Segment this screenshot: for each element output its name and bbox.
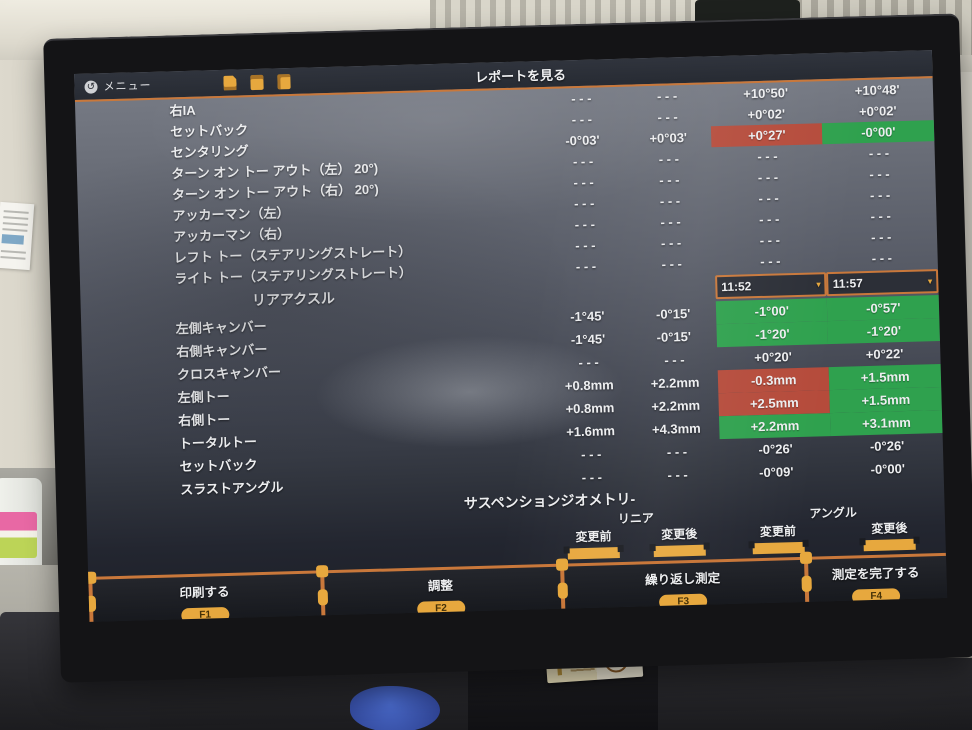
value-cell: - - - xyxy=(580,446,602,463)
value-cell-green: -0°57' xyxy=(827,295,940,322)
menu-label: メニュー xyxy=(103,79,152,94)
blue-cloth xyxy=(350,686,440,730)
rear-axle-title: リアアクスル xyxy=(251,289,336,309)
value-cell: +2.2mm xyxy=(650,374,700,392)
measurement-time-select-1[interactable]: 11:52 ▾ xyxy=(714,272,828,300)
value-cell: +1.6mm xyxy=(566,423,616,440)
front-axle-table: 右IA - - -- - - +10°50' +10°48' セットバック - - -- … xyxy=(75,78,938,291)
value-cell: - - - xyxy=(666,444,688,460)
f1-key[interactable]: F1 xyxy=(180,606,230,622)
f4-key[interactable]: F4 xyxy=(852,588,901,605)
column-tab xyxy=(863,538,917,552)
value-cell: +4.3mm xyxy=(651,420,701,438)
value-cell-green: +3.1mm xyxy=(830,409,943,437)
wall-sign xyxy=(0,201,35,271)
value-cell: - - - xyxy=(574,216,596,233)
value-cell: -0°15' xyxy=(655,305,691,322)
value-cell-green: +1.5mm xyxy=(829,386,942,414)
f3-key[interactable]: F3 xyxy=(659,593,708,610)
value-cell: -0°00' xyxy=(870,461,906,477)
value-cell: - - - xyxy=(661,256,683,272)
alignment-screen: ↺ メニュー レポートを見る 右IA - - -- - - +10°50' +10°4… xyxy=(74,50,948,622)
value-cell: - - - xyxy=(571,111,593,128)
col-after-linear: 変更後 xyxy=(661,526,698,542)
value-cell: - - - xyxy=(660,235,682,251)
save-icon[interactable] xyxy=(277,73,291,89)
complete-measure-button[interactable]: 測定を完了する F4 xyxy=(804,556,947,606)
value-cell-red: +2.5mm xyxy=(718,390,831,417)
value-cell: - - - xyxy=(658,151,680,167)
chevron-down-icon: ▾ xyxy=(927,275,933,286)
value-cell: +2.2mm xyxy=(651,397,701,415)
document-icon[interactable] xyxy=(223,75,236,90)
value-cell: -0°26' xyxy=(758,441,793,458)
printer-icon[interactable] xyxy=(250,74,264,90)
value-cell: +0°20' xyxy=(754,349,793,366)
report-title[interactable]: レポートを見る xyxy=(474,67,567,85)
value-cell: -0°15' xyxy=(656,328,692,345)
value-cell: - - - xyxy=(656,88,678,104)
value-cell-green: +2.2mm xyxy=(718,413,832,440)
column-tab xyxy=(567,547,621,560)
value-cell: -1°45' xyxy=(570,308,605,325)
value-cell: - - - xyxy=(575,258,597,275)
measurement-time-select-2[interactable]: 11:57 ▾ xyxy=(826,269,939,297)
value-cell: +0°22' xyxy=(865,346,904,363)
value-cell: -1°45' xyxy=(570,331,606,348)
bottle xyxy=(0,478,42,570)
col-before-angle: 変更前 xyxy=(759,524,797,540)
value-cell: - - - xyxy=(659,193,681,209)
value-cell: - - - xyxy=(657,109,678,125)
wall-sign-graphic xyxy=(1,234,25,245)
value-cell: - - - xyxy=(573,174,594,191)
value-cell-red: -0.3mm xyxy=(717,367,830,394)
col-before-linear: 変更前 xyxy=(575,529,612,545)
value-cell: - - - xyxy=(570,90,592,107)
value-cell-green: -1°20' xyxy=(827,318,940,345)
toolbar-icons xyxy=(223,73,291,91)
value-cell: - - - xyxy=(575,237,596,254)
column-tab xyxy=(752,541,805,555)
col-after-angle: 変更後 xyxy=(871,520,908,536)
value-cell: +0.8mm xyxy=(565,400,615,417)
value-cell: - - - xyxy=(660,214,681,230)
rear-axle-table: 左側キャンバー -1°45' -0°15' -1°00' -0°57' 右側キャンバー -1… xyxy=(81,295,944,503)
menu-button[interactable]: ↺ メニュー xyxy=(84,77,152,95)
repeat-measure-button[interactable]: 繰り返し測定 F3 xyxy=(560,560,806,613)
value-cell: -0°03' xyxy=(565,132,600,149)
menu-icon: ↺ xyxy=(84,79,98,94)
value-cell: +0°03' xyxy=(649,129,688,147)
f2-key[interactable]: F2 xyxy=(416,600,466,617)
value-cell: -0°09' xyxy=(758,464,794,481)
value-cell: +0.8mm xyxy=(564,377,614,394)
value-cell: - - - xyxy=(659,172,680,188)
value-cell: -0°26' xyxy=(869,438,905,454)
value-cell: - - - xyxy=(578,354,599,371)
chevron-down-icon: ▾ xyxy=(816,278,821,289)
column-tab xyxy=(653,544,706,558)
value-cell: - - - xyxy=(581,469,603,486)
value-cell: - - - xyxy=(664,352,685,368)
value-cell: - - - xyxy=(572,153,594,170)
print-button[interactable]: 印刷する F1 xyxy=(88,573,321,622)
bottle-label xyxy=(0,512,37,558)
adjust-button[interactable]: 調整 F2 xyxy=(320,567,561,620)
value-cell-green: -1°20' xyxy=(716,321,829,348)
value-cell: - - - xyxy=(667,467,688,483)
monitor: ↺ メニュー レポートを見る 右IA - - -- - - +10°50' +10°4… xyxy=(43,13,972,683)
value-cell-green: -1°00' xyxy=(715,298,828,325)
value-cell: - - - xyxy=(573,195,595,212)
value-cell-green: +1.5mm xyxy=(829,363,942,391)
